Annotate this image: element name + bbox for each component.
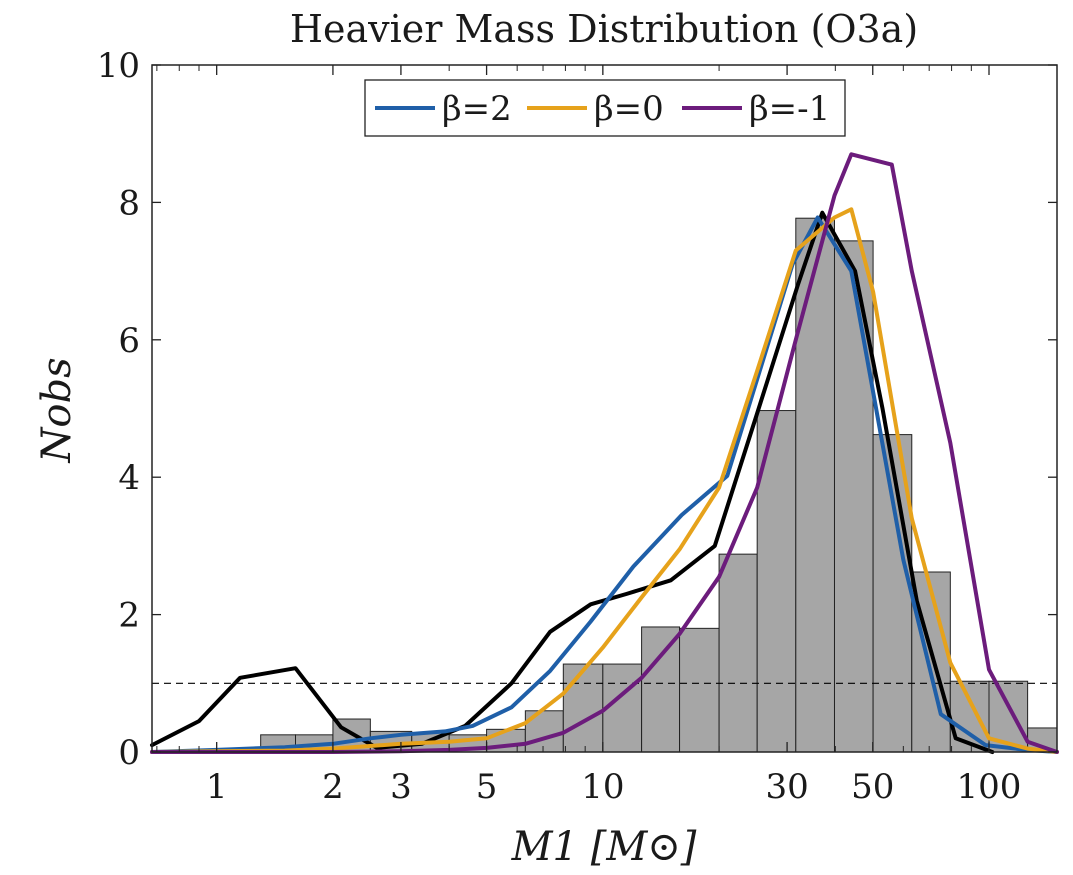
y-tick-label-0: 0 [118, 733, 140, 773]
x-tick-label-5: 30 [765, 767, 808, 807]
histogram-bar-14 [795, 217, 835, 753]
histogram-bar-10 [641, 626, 681, 753]
x-tick-label-6: 50 [851, 767, 894, 807]
x-tick-label-7: 100 [957, 767, 1022, 807]
y-axis-label: Nobs [34, 357, 80, 463]
x-tick-label-3: 5 [476, 767, 498, 807]
series-line-1 [150, 215, 1059, 754]
histogram-bar-12 [718, 553, 758, 753]
legend-entry-beta-2: β=2 [375, 89, 512, 129]
legend-entry-beta-minus-1: β=-1 [682, 89, 830, 129]
legend-label-beta-0: β=0 [594, 89, 664, 129]
plot-frame [151, 64, 1058, 753]
x-axis-label: M1 [M⊙] [511, 824, 697, 870]
histogram-bar-9 [602, 663, 643, 753]
y-tick-label-5: 10 [97, 46, 140, 86]
x-tick-label-0: 1 [206, 767, 228, 807]
legend-label-beta-2: β=2 [442, 89, 512, 129]
y-tick-label-3: 6 [118, 321, 140, 361]
legend-box [364, 79, 846, 137]
histogram-bar-15 [833, 240, 874, 753]
histogram-bar-8 [562, 663, 604, 753]
x-tick-label-4: 10 [581, 767, 624, 807]
y-tick-label-4: 8 [118, 183, 140, 223]
x-tick-label-2: 3 [390, 767, 412, 807]
x-tick-label-1: 2 [322, 767, 344, 807]
series-line-2 [150, 207, 1059, 754]
legend: β=2 β=0 β=-1 [364, 79, 846, 137]
series-line-3 [150, 152, 1059, 754]
chart-title: Heavier Mass Distribution (O3a) [290, 7, 918, 51]
y-tick-label-2: 4 [118, 458, 140, 498]
series-lines [150, 152, 1059, 754]
legend-label-beta-minus-1: β=-1 [749, 89, 830, 129]
legend-entry-beta-0: β=0 [527, 89, 664, 129]
y-tick-label-1: 2 [118, 596, 140, 636]
histogram-bar-11 [679, 627, 720, 753]
